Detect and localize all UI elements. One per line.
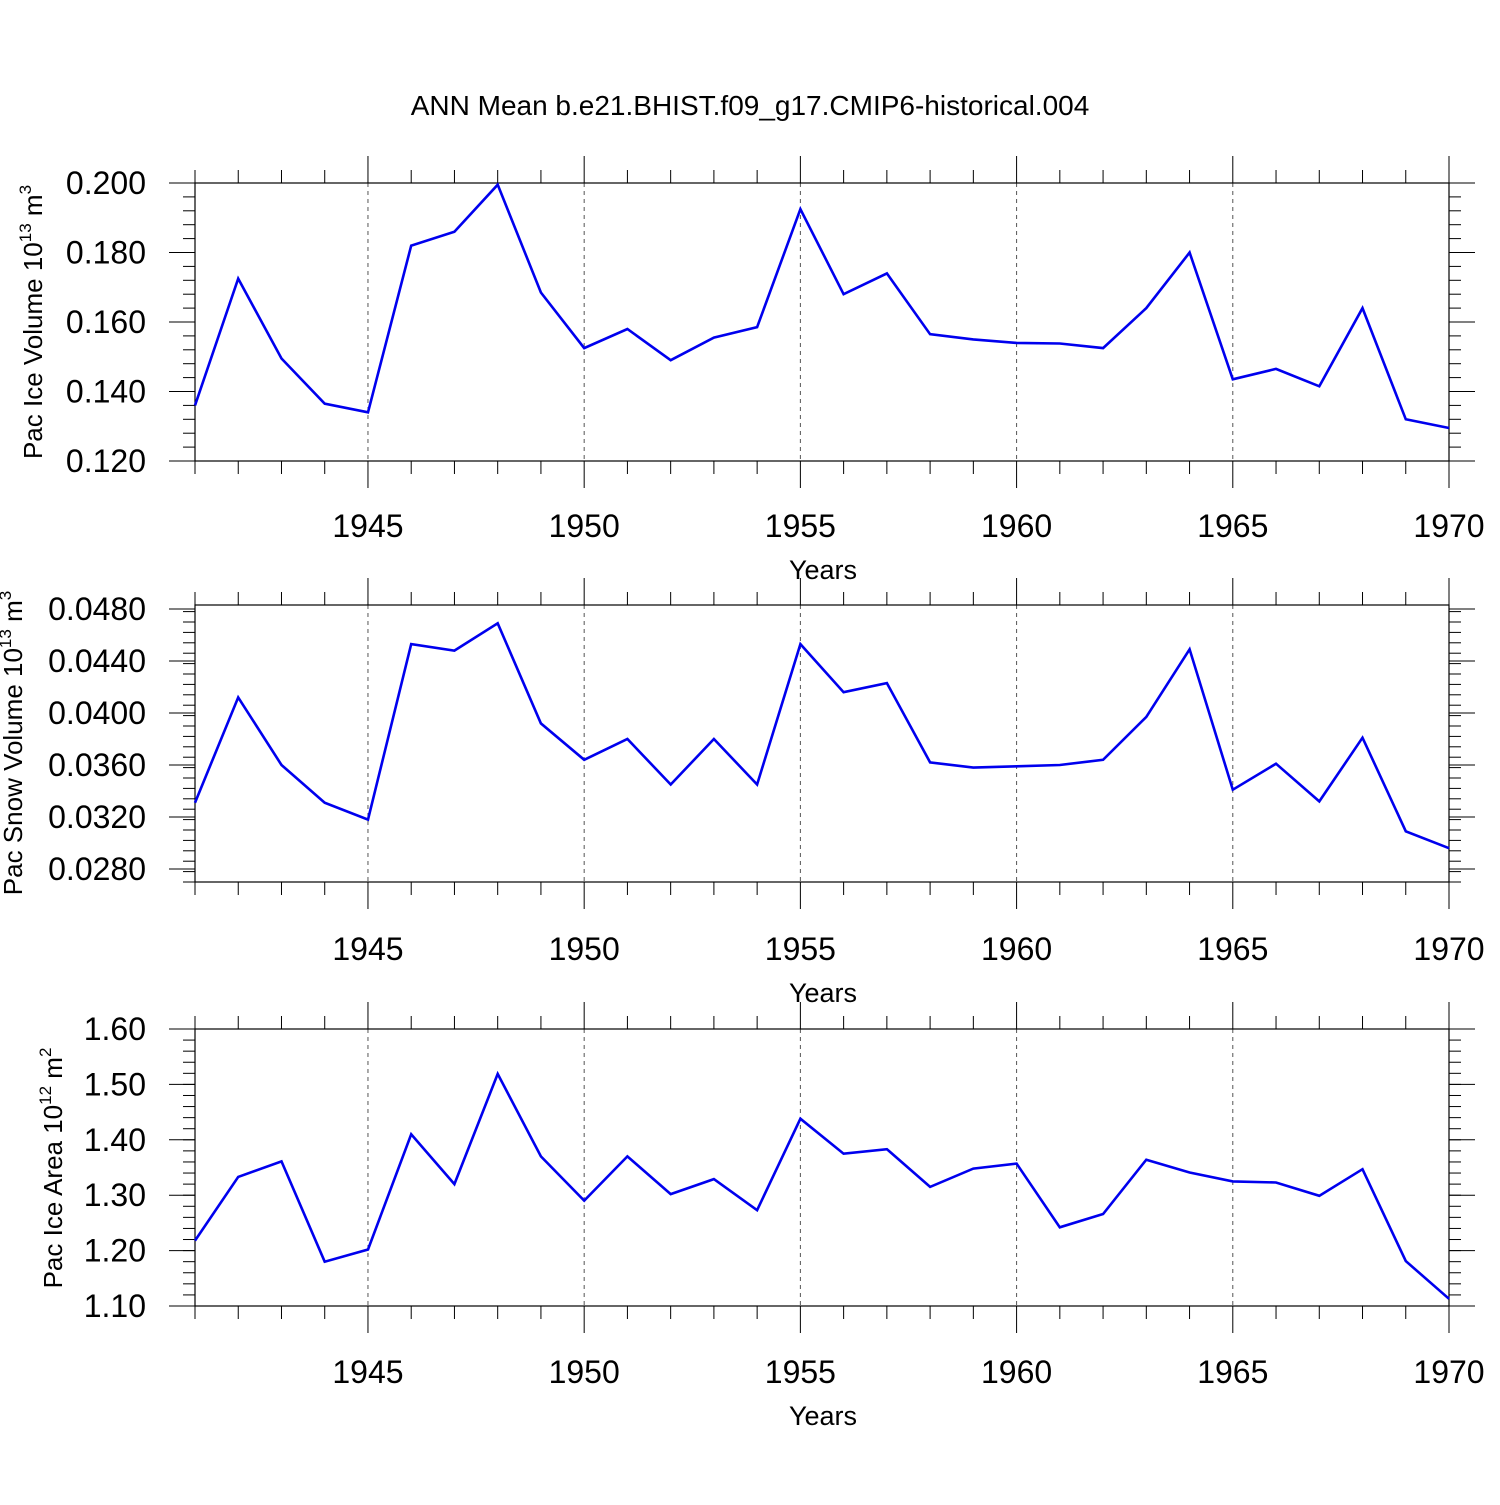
y-tick-label: 0.160 — [66, 304, 146, 340]
series-line — [193, 621, 1450, 850]
y-axis-label: Pac Snow Volume 1013 m3 — [0, 591, 28, 895]
y-tick-label: 1.30 — [84, 1177, 146, 1213]
y-tick-label: 1.40 — [84, 1122, 146, 1158]
x-tick-label: 1960 — [981, 931, 1052, 967]
y-tick-label: 0.200 — [66, 165, 146, 201]
x-tick-label: 1950 — [549, 1354, 620, 1390]
y-tick-label: 0.0320 — [48, 799, 146, 835]
x-axis-label: Years — [789, 1401, 857, 1431]
x-axis-label: Years — [789, 555, 857, 585]
x-tick-label: 1955 — [765, 1354, 836, 1390]
plot-frame — [194, 182, 1450, 462]
y-tick-label: 0.140 — [66, 374, 146, 410]
y-tick-label: 0.180 — [66, 235, 146, 271]
y-tick-label: 0.0360 — [48, 747, 146, 783]
series-line — [193, 1070, 1450, 1300]
y-tick-label: 0.0480 — [48, 591, 146, 627]
y-axis-label: Pac Ice Volume 1013 m3 — [16, 185, 48, 459]
x-tick-label: 1945 — [332, 508, 403, 544]
y-tick-label: 0.0440 — [48, 643, 146, 679]
x-tick-label: 1965 — [1197, 1354, 1268, 1390]
y-tick-label: 1.50 — [84, 1066, 146, 1102]
x-tick-label: 1965 — [1197, 508, 1268, 544]
x-tick-label: 1965 — [1197, 931, 1268, 967]
series-line — [193, 182, 1450, 430]
x-tick-label: 1945 — [332, 931, 403, 967]
x-tick-label: 1950 — [549, 508, 620, 544]
y-tick-label: 0.0280 — [48, 851, 146, 887]
x-tick-label: 1970 — [1413, 508, 1484, 544]
figure-title: ANN Mean b.e21.BHIST.f09_g17.CMIP6-histo… — [410, 90, 1090, 121]
x-tick-label: 1960 — [981, 508, 1052, 544]
y-axis-label: Pac Ice Area 1012 m2 — [36, 1048, 68, 1289]
x-tick-label: 1955 — [765, 508, 836, 544]
y-tick-label: 1.20 — [84, 1233, 146, 1269]
y-tick-label: 1.10 — [84, 1288, 146, 1324]
y-tick-label: 0.120 — [66, 443, 146, 479]
x-tick-label: 1960 — [981, 1354, 1052, 1390]
plot-frame — [194, 604, 1450, 883]
x-axis-label: Years — [789, 978, 857, 1008]
y-tick-label: 1.60 — [84, 1011, 146, 1047]
x-tick-label: 1945 — [332, 1354, 403, 1390]
plot-frame — [194, 1028, 1450, 1307]
x-tick-label: 1955 — [765, 931, 836, 967]
x-tick-label: 1950 — [549, 931, 620, 967]
x-tick-label: 1970 — [1413, 931, 1484, 967]
y-tick-label: 0.0400 — [48, 695, 146, 731]
x-tick-label: 1970 — [1413, 1354, 1484, 1390]
